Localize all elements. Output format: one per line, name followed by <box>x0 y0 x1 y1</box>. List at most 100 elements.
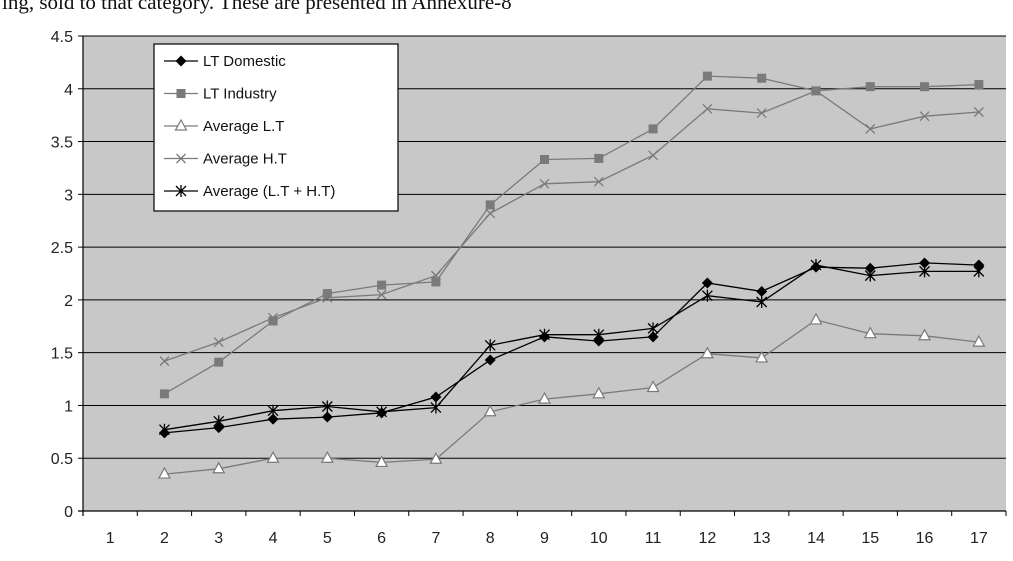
legend-item: LT Domestic <box>164 53 286 70</box>
y-tick-label: 2 <box>64 293 73 310</box>
series-average-h-t <box>159 85 984 367</box>
series-line <box>164 264 979 431</box>
data-point-marker <box>972 334 986 347</box>
data-point-marker <box>920 82 930 92</box>
data-point-marker <box>267 413 279 425</box>
x-tick-label: 12 <box>698 530 716 547</box>
data-point-marker <box>755 350 769 363</box>
legend: LT Domestic LT Industry Average L.T Average… <box>153 43 399 212</box>
legend-label: Average L.T <box>203 118 284 135</box>
x-tick-label: 5 <box>323 530 332 547</box>
data-point-marker <box>485 200 495 210</box>
x-tick-label: 2 <box>160 530 169 547</box>
data-point-marker <box>321 400 333 413</box>
data-point-marker <box>864 269 876 282</box>
series-line <box>164 90 979 362</box>
x-tick-labels: 1 2 3 4 5 6 7 8 9 10 11 12 13 14 15 16 17 <box>106 530 988 547</box>
data-point-marker <box>592 386 606 399</box>
data-point-marker <box>268 316 278 326</box>
legend-marker <box>175 185 187 197</box>
x-tick-label: 3 <box>214 530 223 547</box>
data-point-marker <box>593 328 605 341</box>
data-point-marker <box>702 103 713 114</box>
legend-marker <box>176 89 186 98</box>
y-tick-labels: 0 0.5 1 1.5 2 2.5 3 3.5 4 4.5 <box>51 29 73 521</box>
data-point-marker <box>212 461 226 474</box>
series-group <box>157 71 986 479</box>
legend-label: Average (L.T + H.T) <box>203 183 335 200</box>
data-point-marker <box>431 277 441 287</box>
data-point-marker <box>539 178 550 189</box>
legend-marker <box>176 153 186 164</box>
data-point-marker <box>648 150 659 161</box>
x-tick-label: 17 <box>970 530 988 547</box>
data-point-marker <box>973 107 984 117</box>
data-point-marker <box>484 354 496 366</box>
data-point-marker <box>702 71 712 81</box>
legend-item: Average H.T <box>164 151 287 168</box>
y-tick-label: 4 <box>64 82 73 99</box>
y-tick-label: 4.5 <box>51 29 73 46</box>
x-tick-label: 10 <box>590 530 608 547</box>
axes <box>78 35 1007 516</box>
data-point-marker <box>646 380 660 393</box>
data-point-marker <box>865 82 875 92</box>
data-point-marker <box>159 389 169 399</box>
y-tick-label: 1 <box>64 398 73 415</box>
series-line <box>164 262 979 434</box>
data-point-marker <box>267 404 279 417</box>
data-point-marker <box>377 280 387 290</box>
data-point-marker <box>485 208 496 219</box>
legend-item: Average (L.T + H.T) <box>164 183 335 200</box>
data-point-marker <box>430 391 442 403</box>
data-point-marker <box>593 176 604 187</box>
x-tick-label: 4 <box>269 530 278 547</box>
data-point-marker <box>430 270 441 281</box>
data-point-marker <box>322 289 332 299</box>
series-average-l-t-h-t <box>158 259 985 436</box>
y-tick-label: 3 <box>64 187 73 204</box>
x-tick-label: 13 <box>753 530 771 547</box>
data-point-marker <box>756 285 768 297</box>
data-point-marker <box>322 292 333 303</box>
legend-item: Average L.T <box>164 118 284 135</box>
legend-label: Average H.T <box>203 151 287 168</box>
data-point-marker <box>213 415 225 428</box>
data-point-marker <box>484 339 496 352</box>
data-point-marker <box>864 262 876 274</box>
data-point-marker <box>157 466 171 479</box>
legend-label: LT Industry <box>203 86 277 103</box>
data-point-marker <box>158 423 170 436</box>
x-tick-label: 11 <box>645 530 662 547</box>
legend-marker <box>175 55 187 67</box>
data-point-marker <box>429 452 443 464</box>
data-point-marker <box>647 322 659 335</box>
data-point-marker <box>700 346 714 359</box>
series-line <box>164 319 979 475</box>
data-point-marker <box>863 326 877 339</box>
x-tick-label: 9 <box>540 530 549 547</box>
x-tick-label: 16 <box>916 530 934 547</box>
series-average-l-t <box>157 312 986 479</box>
data-point-marker <box>430 401 442 414</box>
data-point-marker <box>539 328 550 341</box>
y-tick-label: 3.5 <box>51 135 73 152</box>
document-text-line: ing, sold to that category. These are pr… <box>2 0 512 14</box>
data-point-marker <box>159 356 170 367</box>
data-point-marker <box>537 391 552 404</box>
legend-box <box>153 43 399 212</box>
legend-item: LT Industry <box>164 86 277 103</box>
data-point-marker <box>757 73 767 83</box>
x-tick-label: 8 <box>486 530 495 547</box>
data-point-marker <box>701 289 713 302</box>
x-tick-label: 1 <box>106 530 115 547</box>
data-point-marker <box>919 257 931 269</box>
x-tick-label: 14 <box>807 530 825 547</box>
y-tick-label: 0.5 <box>51 451 73 468</box>
y-tick-label: 1.5 <box>51 346 73 363</box>
data-point-marker <box>594 153 604 163</box>
data-point-marker <box>375 455 389 468</box>
data-point-marker <box>266 450 280 463</box>
data-point-marker <box>213 337 224 348</box>
